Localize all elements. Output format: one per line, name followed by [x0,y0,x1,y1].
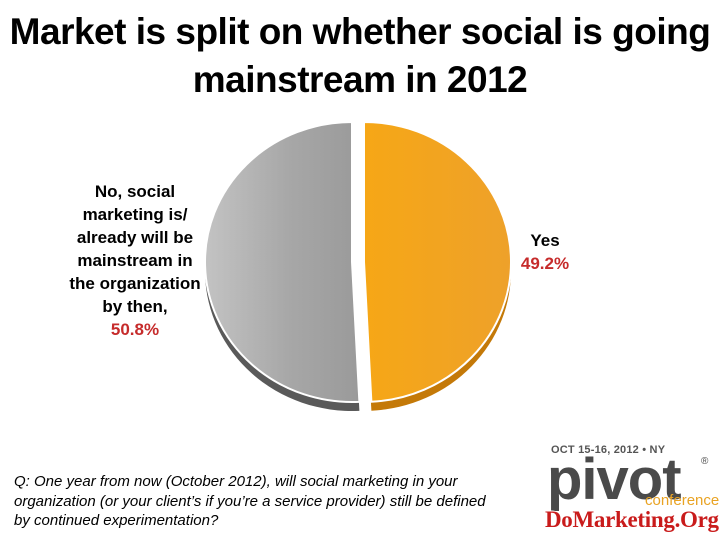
slice-label-yes-text: Yes [530,231,560,250]
slice-label-no-line: marketing is/ [82,205,188,224]
slice-label-no-line: mainstream in [77,251,193,270]
slice-label-yes: Yes 49.2% [500,229,590,275]
logo-subtitle: conference [645,492,720,509]
question-line-1: Q: One year from now (October 2012), wil… [14,473,458,490]
slice-label-no-line: No, social [94,182,176,201]
pivot-conference-logo: OCT 15-16, 2012 • NY pivot ® conference … [545,440,719,535]
title-line-2: mainstream in 2012 [192,59,528,100]
slice-label-no-line: already will be [76,228,194,247]
registered-mark-icon: ® [701,456,709,467]
slice-label-no: No, social marketing is/already will be ma… [55,180,215,341]
slice-value-no: 50.8% [110,320,160,339]
pie-slices [204,120,512,411]
question-line-2: organization (or your client’s if you’re… [14,492,486,510]
question-line-3: by continued experimentation? [14,512,219,529]
survey-question: Q: One year from now (October 2012), wil… [14,472,539,531]
logo-wordmark: pivot [547,447,682,512]
slice-label-no-text: No, social marketing is/already will be ma… [55,180,215,318]
slice-label-no-line: the organization [69,274,201,293]
pie-slice-yes [362,120,512,403]
logo-site-url: DoMarketing.Org [545,507,719,532]
title-line-1: Market is split on whether social is goi… [9,11,711,52]
slice-label-no-line: by then, [102,297,168,316]
logo-date: OCT 15-16, 2012 • NY [551,444,666,456]
slide-title: Market is split on whether social is goi… [0,8,720,104]
pie-slice-no [204,120,361,403]
slice-value-yes: 49.2% [520,254,570,273]
